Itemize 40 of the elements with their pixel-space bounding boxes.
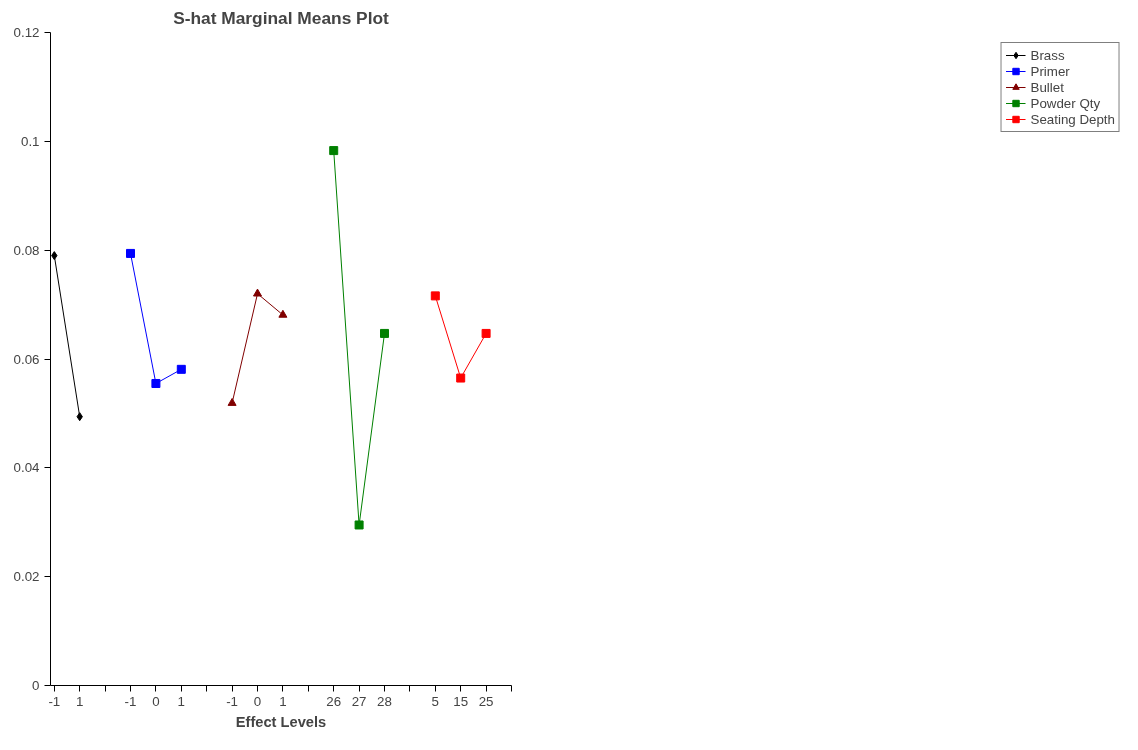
x-tick-label: 1	[279, 693, 287, 709]
point	[126, 248, 136, 258]
y-tick-label: 0.06	[13, 351, 40, 367]
point	[278, 309, 288, 318]
legend-label: Bullet	[1030, 79, 1064, 95]
x-tick-label: 26	[326, 693, 342, 709]
point	[329, 146, 339, 156]
x-tick-label: -1	[124, 693, 137, 709]
x-tick-label: 5	[431, 693, 440, 709]
point	[354, 520, 364, 530]
y-tick-label: 0.02	[13, 569, 40, 585]
x-tick-label: 27	[351, 693, 367, 709]
point	[176, 364, 186, 374]
y-tick-label: 0.04	[13, 460, 41, 476]
x-tick-label: 25	[478, 693, 494, 709]
x-tick-label: -1	[48, 693, 61, 709]
y-tick-label: 0	[32, 678, 40, 693]
legend-label: Powder Qty	[1030, 95, 1101, 111]
point	[456, 373, 466, 383]
point	[253, 288, 263, 297]
y-tick-label: 0.12	[13, 25, 40, 40]
x-axis-title: Effect Levels	[235, 713, 327, 730]
point	[151, 378, 161, 388]
point	[430, 291, 440, 301]
legend-label: Seating Depth	[1030, 111, 1115, 127]
x-tick-label: -1	[226, 693, 239, 709]
x-tick-label: 0	[253, 693, 262, 709]
x-tick-label: 1	[76, 693, 84, 709]
point	[481, 328, 491, 338]
x-tick-label: 15	[453, 693, 469, 709]
point	[380, 328, 389, 338]
chart-title: S-hat Marginal Means Plot	[173, 7, 390, 28]
x-tick-label: 28	[377, 693, 392, 709]
point	[227, 397, 237, 406]
legend-label: Primer	[1030, 63, 1070, 79]
y-tick-label: 0.1	[20, 133, 40, 149]
x-tick-label: 0	[152, 693, 160, 709]
legend-label: Brass	[1030, 47, 1065, 63]
y-tick-label: 0.08	[13, 242, 40, 258]
x-tick-label: 1	[177, 693, 186, 709]
